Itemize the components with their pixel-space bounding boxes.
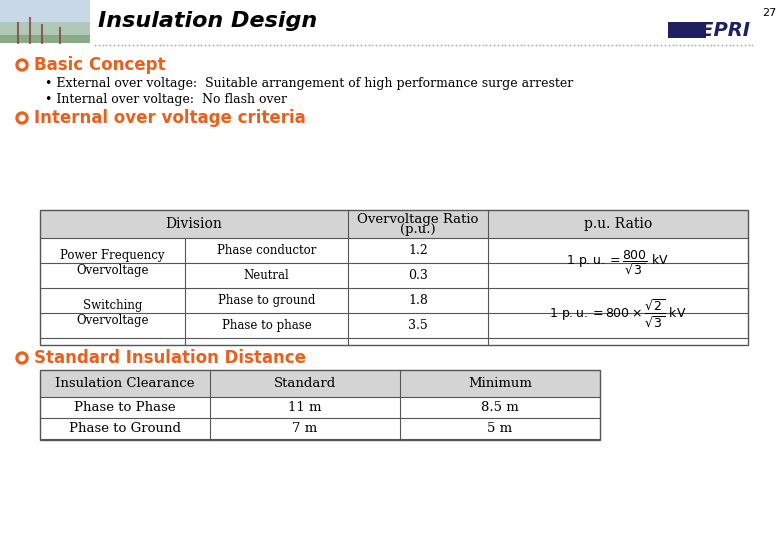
Text: • Internal over voltage:  No flash over: • Internal over voltage: No flash over xyxy=(45,93,287,106)
Text: Phase to ground: Phase to ground xyxy=(218,294,315,307)
Circle shape xyxy=(20,355,25,361)
Bar xyxy=(0,0,90,22)
Text: (p.u.): (p.u.) xyxy=(400,222,436,235)
Bar xyxy=(40,210,748,238)
Text: $1\ \mathrm{p.u.} = \dfrac{800}{\sqrt{3}}\ \mathrm{kV}$: $1\ \mathrm{p.u.} = \dfrac{800}{\sqrt{3}… xyxy=(566,249,669,277)
Circle shape xyxy=(20,62,25,68)
Text: 8.5 m: 8.5 m xyxy=(481,401,519,414)
Circle shape xyxy=(16,352,28,364)
Text: Power Frequency
Overvoltage: Power Frequency Overvoltage xyxy=(60,249,165,277)
Text: 11 m: 11 m xyxy=(289,401,321,414)
Text: Division: Division xyxy=(165,217,222,231)
Text: $1\ \mathrm{p.u.} = 800 \times \dfrac{\sqrt{2}}{\sqrt{3}}\ \mathrm{kV}$: $1\ \mathrm{p.u.} = 800 \times \dfrac{\s… xyxy=(549,297,687,329)
Bar xyxy=(40,210,748,345)
Text: p.u. Ratio: p.u. Ratio xyxy=(584,217,652,231)
Text: 0.3: 0.3 xyxy=(408,269,428,282)
Text: Switching
Overvoltage: Switching Overvoltage xyxy=(76,299,149,327)
Text: • External over voltage:  Suitable arrangement of high performance surge arreste: • External over voltage: Suitable arrang… xyxy=(45,78,573,91)
Text: 5 m: 5 m xyxy=(488,422,512,435)
Text: Standard: Standard xyxy=(274,377,336,390)
Bar xyxy=(40,370,600,440)
Bar xyxy=(0,35,90,43)
Text: Neutral: Neutral xyxy=(243,269,289,282)
Text: Phase to Ground: Phase to Ground xyxy=(69,422,181,435)
Circle shape xyxy=(16,112,28,124)
Text: Phase to Phase: Phase to Phase xyxy=(74,401,176,414)
Text: 7 m: 7 m xyxy=(292,422,317,435)
Text: 1.8: 1.8 xyxy=(408,294,428,307)
Text: Insulation Design: Insulation Design xyxy=(98,11,317,31)
Text: Overvoltage Ratio: Overvoltage Ratio xyxy=(357,213,479,226)
Text: Phase conductor: Phase conductor xyxy=(217,244,316,257)
Bar xyxy=(668,22,706,38)
Text: KEPRI: KEPRI xyxy=(686,21,750,39)
Text: Standard Insulation Distance: Standard Insulation Distance xyxy=(34,349,306,367)
Text: Minimum: Minimum xyxy=(468,377,532,390)
Text: 1.2: 1.2 xyxy=(408,244,428,257)
Text: Basic Concept: Basic Concept xyxy=(34,56,165,74)
Bar xyxy=(668,33,706,38)
Text: 27: 27 xyxy=(762,8,776,18)
Bar xyxy=(0,0,90,43)
Text: Internal over voltage criteria: Internal over voltage criteria xyxy=(34,109,306,127)
Text: Insulation Clearance: Insulation Clearance xyxy=(55,377,195,390)
Circle shape xyxy=(20,115,25,121)
Bar xyxy=(40,370,600,397)
Text: 3.5: 3.5 xyxy=(408,319,428,332)
Circle shape xyxy=(16,59,28,71)
Text: Phase to phase: Phase to phase xyxy=(222,319,311,332)
